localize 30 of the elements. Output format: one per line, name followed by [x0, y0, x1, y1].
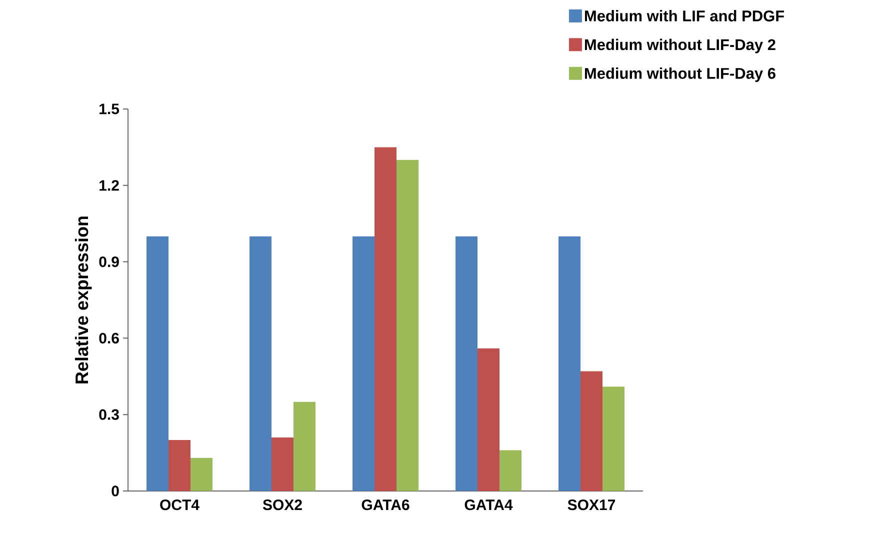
- bar: [500, 450, 522, 491]
- bar: [272, 438, 294, 491]
- bar: [478, 348, 500, 491]
- bar: [294, 402, 316, 491]
- bar: [558, 236, 580, 491]
- bar: [250, 236, 272, 491]
- bar: [602, 386, 625, 491]
- bar: [352, 236, 375, 491]
- bar: [190, 458, 213, 491]
- y-tick-label: 0.9: [99, 256, 119, 268]
- legend-label: Medium without LIF-Day 2: [584, 38, 776, 54]
- y-tick-label: 0: [112, 486, 119, 496]
- bar: [374, 147, 397, 491]
- y-tick-label: 1.2: [100, 180, 119, 191]
- y-tick-label: 0.6: [99, 332, 119, 344]
- legend-label: Medium with LIF and PDGF: [584, 10, 784, 22]
- bar: [168, 440, 191, 491]
- bar: [456, 236, 478, 491]
- legend-label: Medium without LIF-Day 6: [584, 68, 776, 82]
- y-tick-label: 1.5: [100, 104, 120, 114]
- bar: [580, 371, 602, 491]
- bar: [146, 236, 169, 491]
- y-tick-label: 0.3: [99, 409, 119, 420]
- x-tick-label: GATA4: [464, 500, 513, 510]
- bar: [396, 160, 419, 491]
- x-tick-label: OCT4: [160, 500, 200, 510]
- y-axis-title: Relative expression: [74, 216, 92, 384]
- x-tick-label: SOX17: [568, 500, 616, 510]
- x-tick-label: SOX2: [262, 500, 302, 510]
- x-tick-label: GATA6: [362, 500, 410, 510]
